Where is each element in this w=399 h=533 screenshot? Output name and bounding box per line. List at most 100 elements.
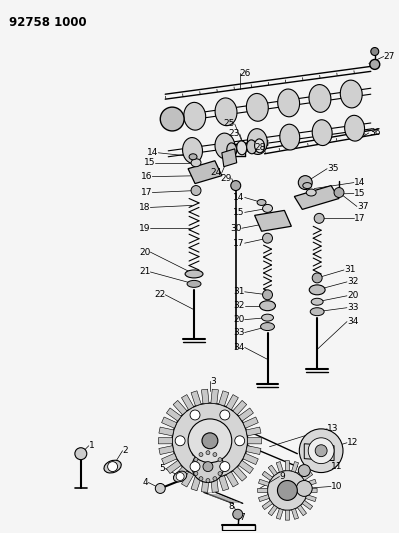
Polygon shape (276, 508, 283, 519)
Polygon shape (306, 495, 316, 502)
Ellipse shape (310, 308, 324, 316)
Text: 36: 36 (369, 128, 380, 138)
Ellipse shape (247, 140, 257, 154)
Text: 17: 17 (141, 188, 152, 197)
Ellipse shape (174, 471, 187, 482)
Ellipse shape (340, 80, 362, 108)
Ellipse shape (247, 93, 268, 121)
Polygon shape (166, 461, 181, 474)
Circle shape (220, 410, 230, 420)
Ellipse shape (247, 128, 267, 155)
Text: 4: 4 (143, 478, 148, 487)
Circle shape (312, 273, 322, 283)
Polygon shape (294, 185, 339, 209)
Text: 33: 33 (233, 328, 245, 337)
Circle shape (298, 465, 310, 477)
Ellipse shape (261, 322, 275, 330)
Polygon shape (159, 446, 174, 455)
Circle shape (267, 471, 307, 510)
Text: 20: 20 (233, 315, 245, 324)
Polygon shape (226, 472, 238, 487)
Ellipse shape (303, 183, 312, 189)
Circle shape (202, 433, 218, 449)
Text: 13: 13 (327, 424, 339, 433)
Circle shape (299, 429, 343, 473)
Polygon shape (166, 408, 181, 421)
Text: 21: 21 (139, 268, 150, 277)
Ellipse shape (184, 102, 205, 130)
Text: 14: 14 (233, 193, 245, 202)
Polygon shape (201, 389, 209, 403)
Polygon shape (211, 478, 218, 492)
Circle shape (220, 462, 230, 472)
Polygon shape (255, 211, 291, 231)
Circle shape (315, 445, 327, 457)
Circle shape (199, 453, 203, 457)
Text: 11: 11 (331, 462, 343, 471)
Polygon shape (262, 471, 273, 480)
Ellipse shape (185, 270, 203, 278)
Text: 33: 33 (347, 303, 358, 312)
Polygon shape (243, 417, 258, 428)
Circle shape (206, 479, 210, 482)
Ellipse shape (187, 280, 201, 287)
Ellipse shape (306, 189, 316, 196)
Circle shape (218, 458, 222, 462)
Circle shape (176, 473, 184, 481)
Circle shape (213, 477, 217, 481)
Text: 14: 14 (354, 178, 365, 187)
Polygon shape (247, 438, 261, 444)
Text: 6: 6 (190, 449, 196, 458)
Ellipse shape (257, 199, 266, 205)
Circle shape (75, 448, 87, 459)
Text: 16: 16 (141, 172, 152, 181)
Text: 27: 27 (384, 52, 395, 61)
Circle shape (175, 436, 185, 446)
Polygon shape (302, 471, 313, 480)
Polygon shape (302, 500, 313, 510)
Circle shape (371, 47, 379, 55)
Polygon shape (259, 479, 269, 486)
Text: 15: 15 (233, 208, 245, 217)
Text: 23: 23 (228, 130, 240, 139)
Text: 26: 26 (240, 69, 251, 78)
Text: 1: 1 (89, 441, 95, 450)
Circle shape (194, 472, 198, 475)
Circle shape (218, 472, 222, 475)
Text: 37: 37 (357, 202, 368, 211)
Text: 17: 17 (233, 239, 245, 248)
Text: 30: 30 (230, 224, 242, 233)
Polygon shape (182, 472, 194, 487)
Polygon shape (173, 467, 187, 481)
Polygon shape (292, 508, 298, 519)
Circle shape (191, 185, 201, 196)
Text: 14: 14 (147, 148, 158, 157)
Text: 25: 25 (223, 119, 235, 128)
Ellipse shape (237, 141, 247, 155)
Text: 32: 32 (233, 301, 245, 310)
Circle shape (298, 176, 312, 190)
Polygon shape (268, 465, 277, 475)
Circle shape (235, 436, 245, 446)
Text: 35: 35 (327, 164, 339, 173)
Polygon shape (211, 389, 218, 403)
Circle shape (199, 477, 203, 481)
Text: 8: 8 (228, 502, 234, 511)
Text: 31: 31 (344, 265, 356, 274)
Text: 24: 24 (211, 168, 222, 177)
Ellipse shape (309, 285, 325, 295)
Polygon shape (159, 427, 174, 436)
Polygon shape (182, 394, 194, 410)
Polygon shape (201, 478, 209, 492)
Text: 2: 2 (122, 446, 128, 455)
Polygon shape (259, 495, 269, 502)
Circle shape (108, 462, 118, 472)
Polygon shape (262, 500, 273, 510)
Text: 34: 34 (233, 343, 245, 352)
Polygon shape (258, 488, 268, 492)
Polygon shape (162, 417, 177, 428)
Circle shape (190, 410, 200, 420)
Text: 28: 28 (255, 143, 266, 152)
Circle shape (296, 481, 312, 496)
Polygon shape (173, 400, 187, 415)
